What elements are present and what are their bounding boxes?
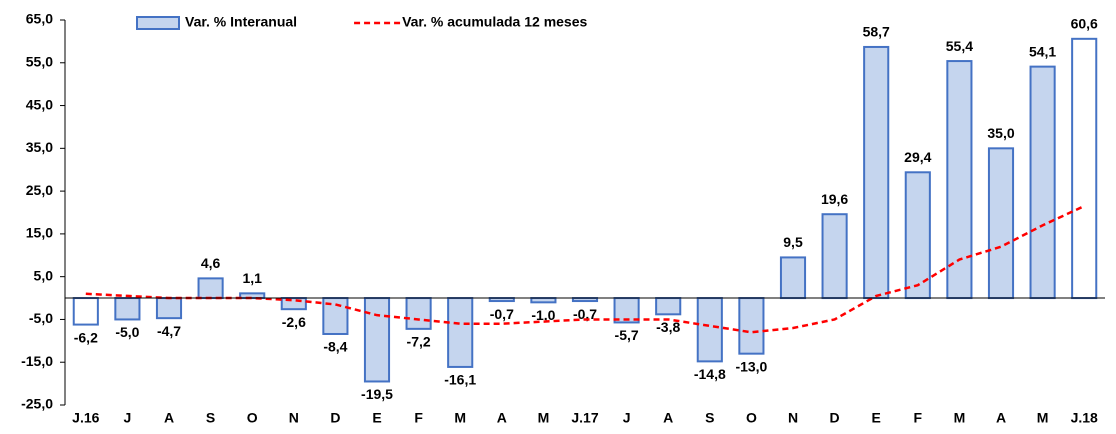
legend-label: Var. % acumulada 12 meses xyxy=(402,14,587,30)
bar xyxy=(405,297,432,330)
value-label: 9,5 xyxy=(783,234,803,250)
x-tick-label: M xyxy=(538,410,550,426)
value-label: -6,2 xyxy=(74,329,98,345)
x-tick-label: E xyxy=(872,410,881,426)
value-label: 1,1 xyxy=(242,270,262,286)
x-tick-label: A xyxy=(164,410,174,426)
bar xyxy=(197,277,224,300)
y-tick-label: 35,0 xyxy=(26,139,53,155)
value-label: -5,0 xyxy=(115,324,139,340)
x-tick-label: A xyxy=(663,410,673,426)
value-label: -5,7 xyxy=(615,327,639,343)
value-label: 54,1 xyxy=(1029,43,1056,59)
value-label: -14,8 xyxy=(694,366,726,382)
bar xyxy=(72,297,99,326)
bar xyxy=(696,297,723,363)
legend-swatch xyxy=(136,16,180,30)
bar xyxy=(987,147,1015,300)
y-tick-label: 15,0 xyxy=(26,225,53,241)
bar xyxy=(946,60,973,300)
x-tick-label: A xyxy=(497,410,507,426)
line xyxy=(85,204,1085,334)
x-tick-label: J.18 xyxy=(1071,410,1098,426)
y-tick-label: -25,0 xyxy=(21,396,53,412)
x-tick-label: S xyxy=(206,410,215,426)
value-label: -0,7 xyxy=(573,306,597,322)
y-tick-label: 65,0 xyxy=(26,11,53,27)
bar xyxy=(779,256,807,300)
value-label: 4,6 xyxy=(201,255,221,271)
value-label: 58,7 xyxy=(863,24,890,40)
value-label: -0,7 xyxy=(490,306,514,322)
value-label: -4,7 xyxy=(157,323,181,339)
legend-label: Var. % Interanual xyxy=(185,14,297,30)
x-tick-label: O xyxy=(247,410,258,426)
bar xyxy=(363,297,391,383)
x-tick-label: N xyxy=(788,410,798,426)
value-label: 35,0 xyxy=(987,125,1014,141)
value-label: -7,2 xyxy=(407,334,431,350)
bar xyxy=(863,45,890,300)
bar xyxy=(447,297,474,368)
x-tick-label: M xyxy=(1037,410,1049,426)
bar xyxy=(530,297,557,304)
y-tick-label: 45,0 xyxy=(26,96,53,112)
bar xyxy=(114,297,141,321)
x-tick-label: D xyxy=(330,410,340,426)
bar xyxy=(655,297,682,316)
value-label: -13,0 xyxy=(735,358,767,374)
bar xyxy=(1029,65,1056,300)
value-label: 29,4 xyxy=(904,149,931,165)
x-tick-label: O xyxy=(746,410,757,426)
value-label: -3,8 xyxy=(656,319,680,335)
x-tick-label: D xyxy=(830,410,840,426)
value-label: 60,6 xyxy=(1071,16,1098,32)
value-label: -2,6 xyxy=(282,314,306,330)
x-tick-label: E xyxy=(372,410,381,426)
x-tick-label: N xyxy=(289,410,299,426)
x-tick-label: J.17 xyxy=(571,410,598,426)
x-tick-label: M xyxy=(954,410,966,426)
x-tick-label: F xyxy=(914,410,923,426)
value-label: 55,4 xyxy=(946,38,973,54)
x-tick-label: J xyxy=(124,410,132,426)
value-label: 19,6 xyxy=(821,191,848,207)
x-tick-label: J xyxy=(623,410,631,426)
bar xyxy=(1071,37,1098,300)
x-tick-label: A xyxy=(996,410,1006,426)
value-label: -8,4 xyxy=(323,339,347,355)
y-tick-label: 25,0 xyxy=(26,182,53,198)
x-tick-label: M xyxy=(454,410,466,426)
x-tick-label: S xyxy=(705,410,714,426)
bar xyxy=(904,171,931,300)
y-tick-label: 5,0 xyxy=(34,267,54,283)
value-label: -19,5 xyxy=(361,386,393,402)
value-label: -1,0 xyxy=(531,307,555,323)
x-tick-label: J.16 xyxy=(72,410,99,426)
x-tick-label: F xyxy=(414,410,423,426)
y-tick-label: -15,0 xyxy=(21,353,53,369)
y-tick-label: 55,0 xyxy=(26,53,53,69)
y-tick-label: -5,0 xyxy=(29,310,53,326)
bar xyxy=(155,297,183,320)
bar xyxy=(738,297,765,355)
value-label: -16,1 xyxy=(444,372,476,388)
bar xyxy=(280,297,307,311)
bar xyxy=(821,213,848,300)
